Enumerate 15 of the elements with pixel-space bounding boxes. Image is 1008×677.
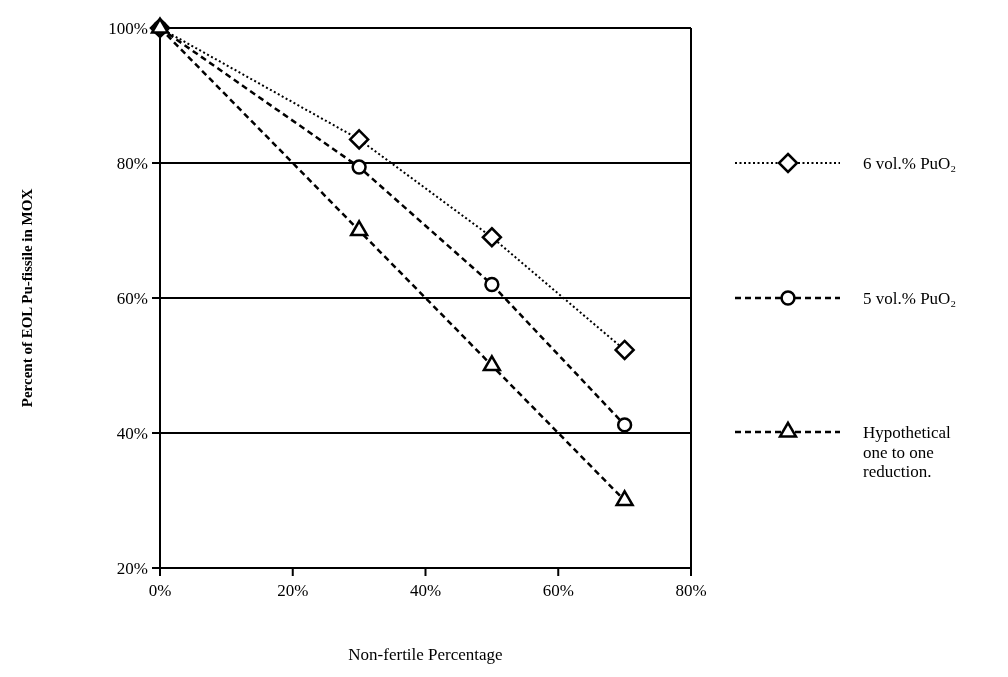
y-tick-label: 80% <box>116 153 148 173</box>
text: 6 vol.% PuO₂ <box>863 153 957 173</box>
y-axis-title: Percent of EOL Pu-fissile in MOX <box>19 188 35 408</box>
y-tick-label: 20% <box>116 558 148 578</box>
x-tick-label: 80% <box>675 581 707 600</box>
x-tick-label: 60% <box>542 581 574 600</box>
y-tick-label: 40% <box>116 423 148 443</box>
y-tick-label: 100% <box>108 18 148 38</box>
text: Hypothetical one to one reduction. <box>863 422 952 482</box>
y-tick-label: 60% <box>116 288 148 308</box>
x-axis-title: Non-fertile Percentage <box>348 645 503 664</box>
x-tick-label: 0% <box>148 581 172 600</box>
x-tick-label: 40% <box>409 581 442 600</box>
text: 5 vol.% PuO₂ <box>863 288 957 308</box>
x-tick-label: 20% <box>277 581 309 600</box>
